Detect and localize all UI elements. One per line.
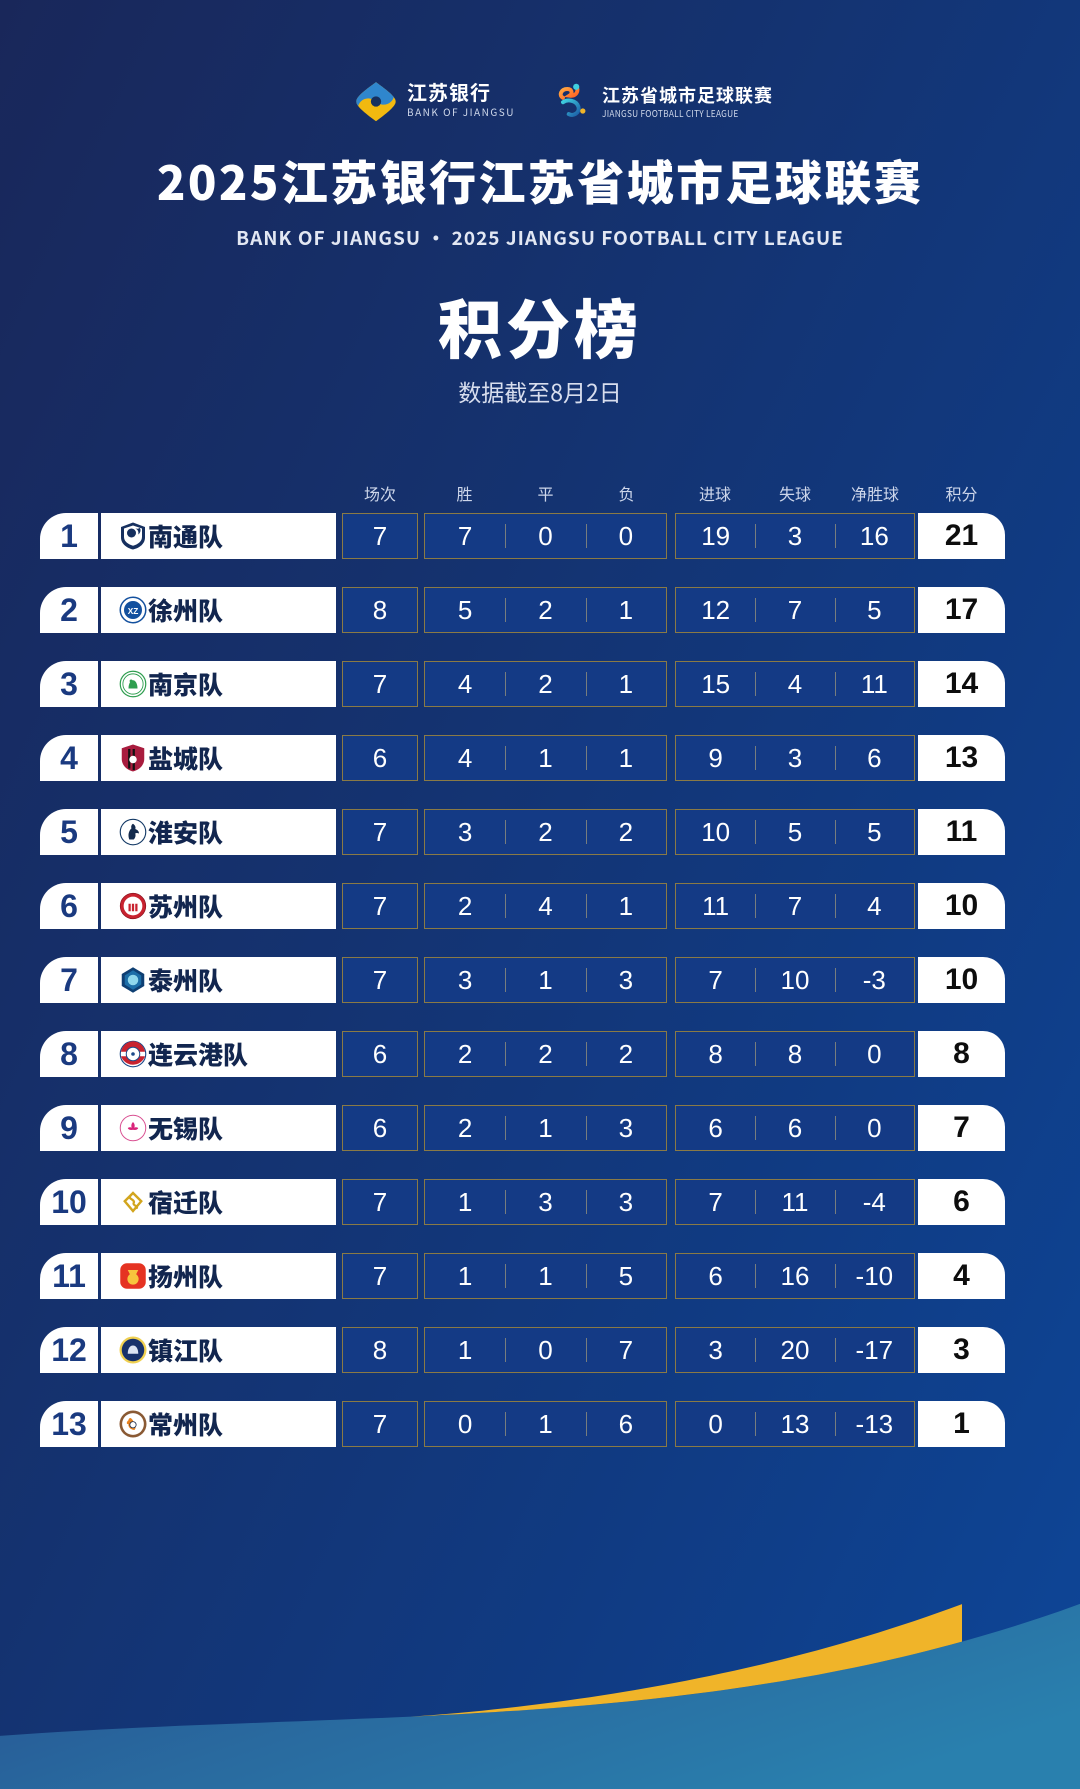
svg-text:XZ: XZ xyxy=(128,607,139,616)
